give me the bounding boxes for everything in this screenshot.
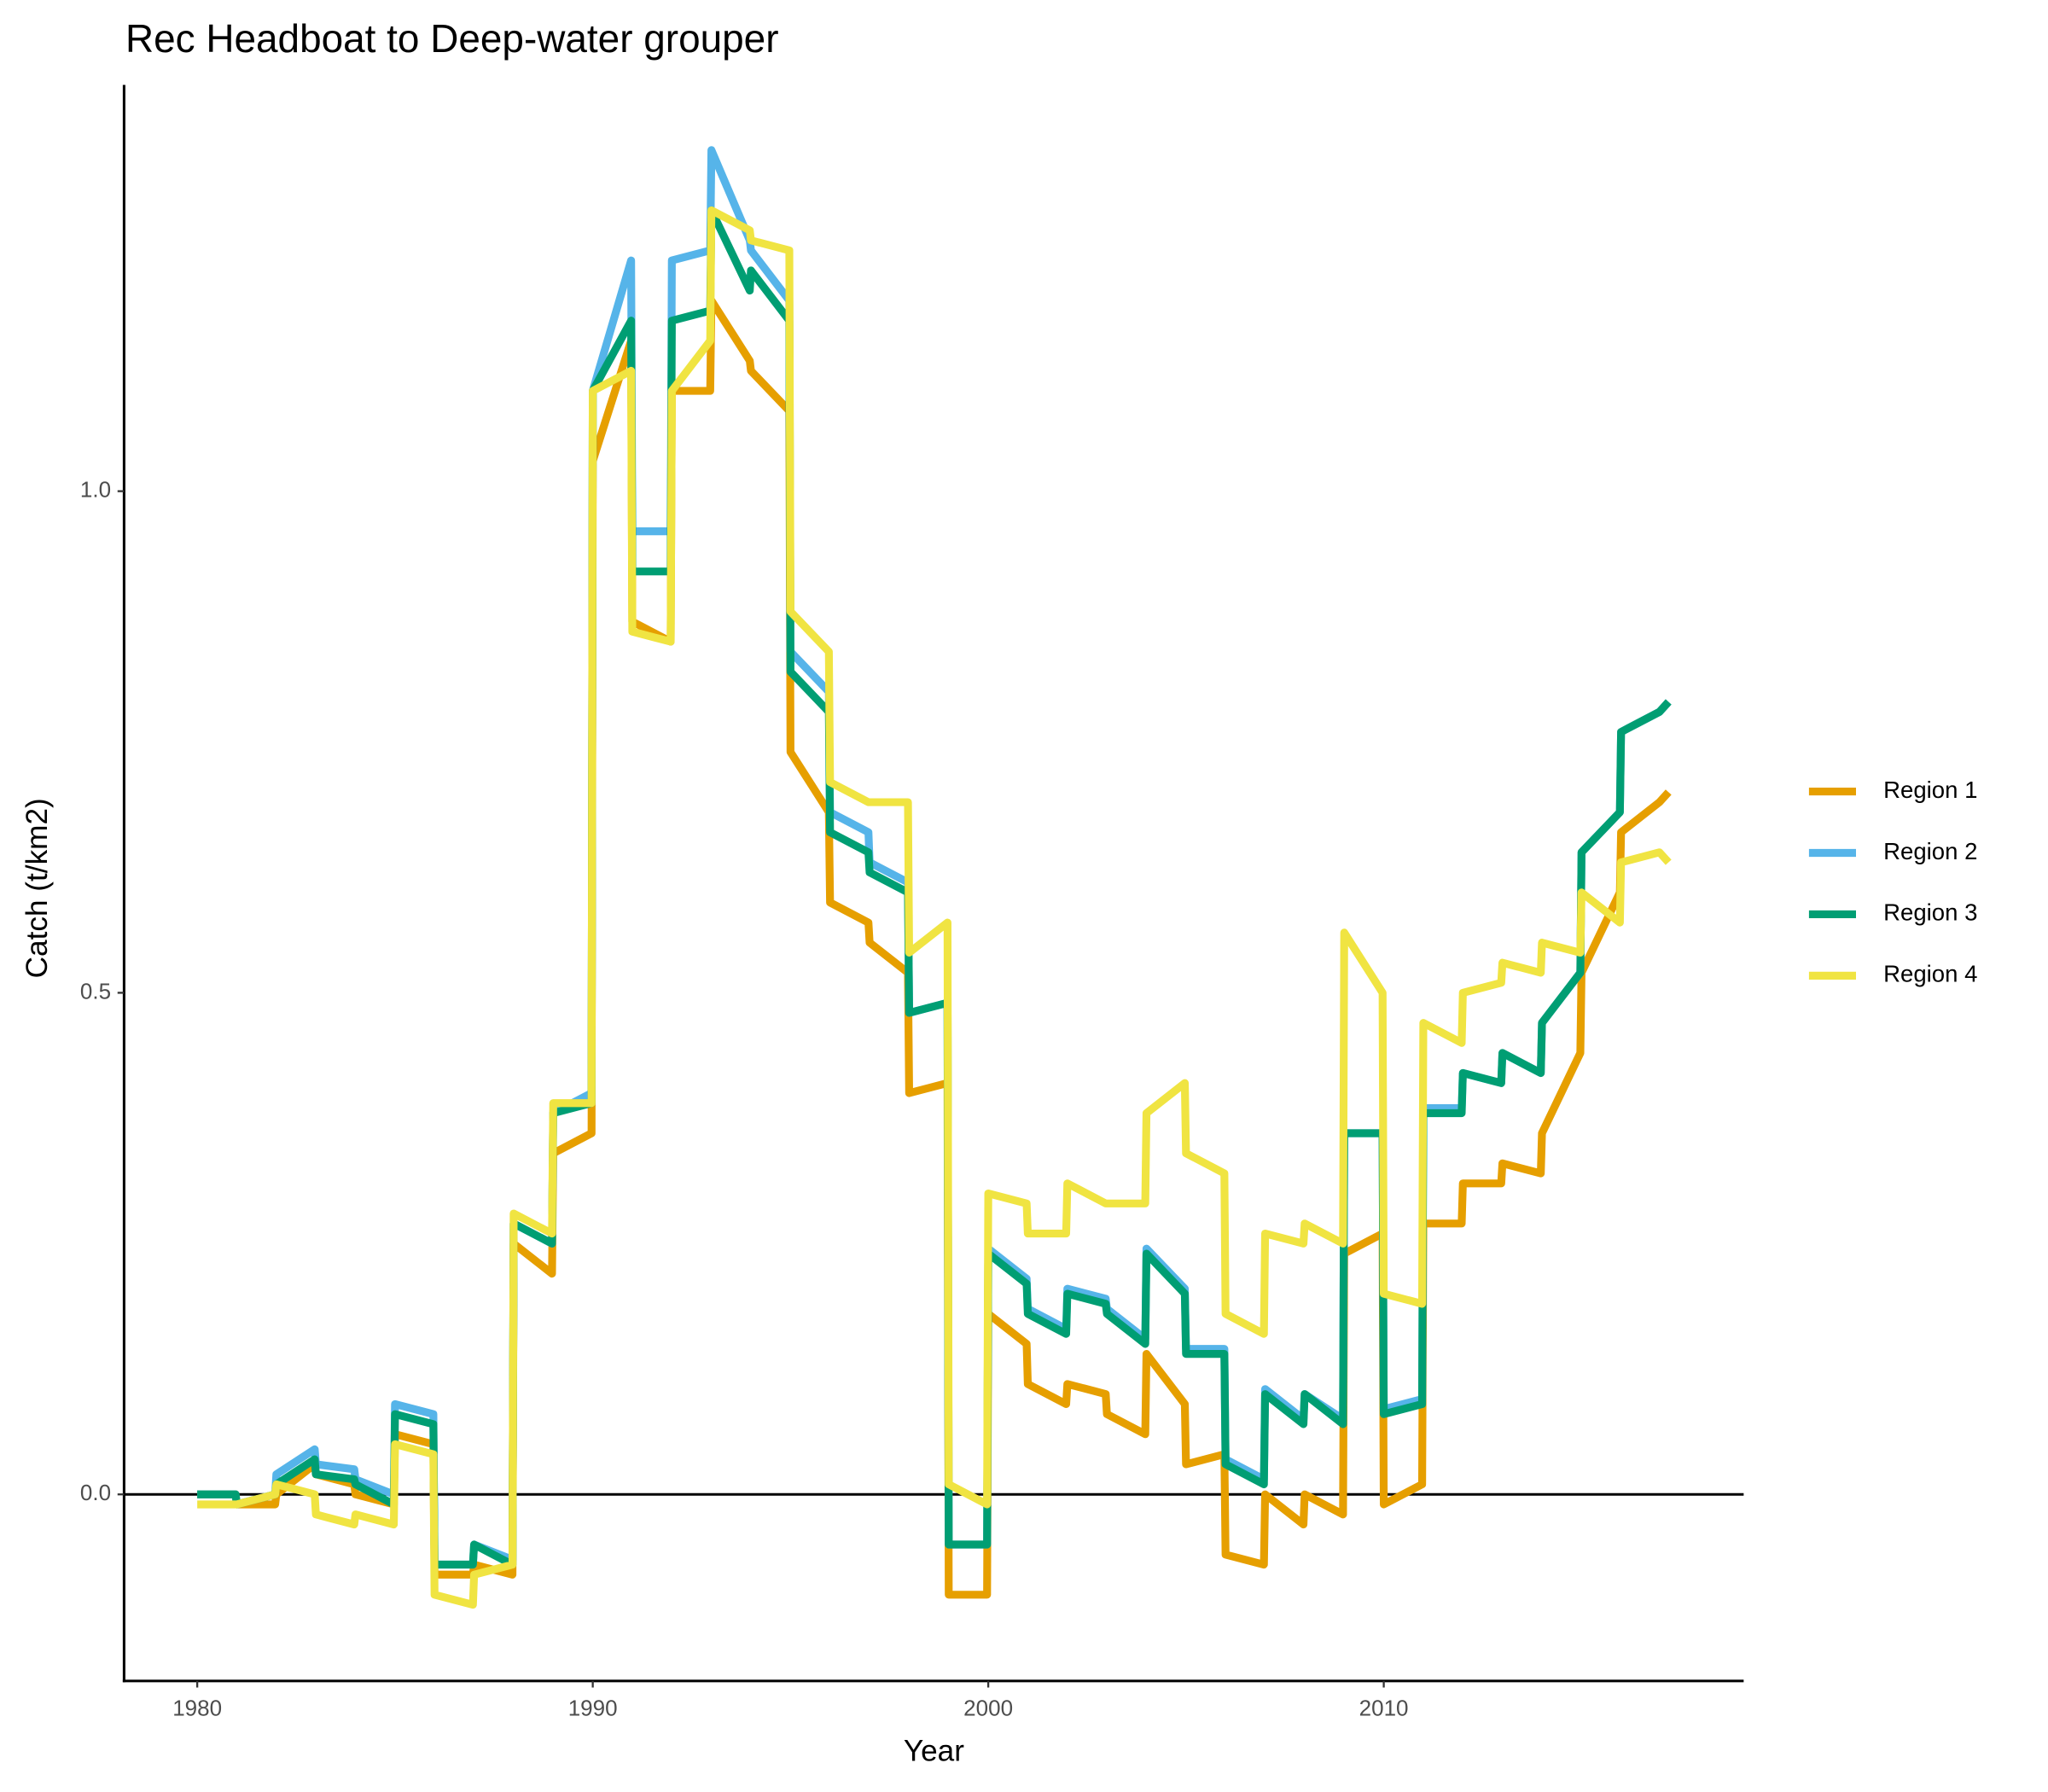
legend-label: Region 2 [1883,838,1977,864]
legend-label: Region 1 [1883,777,1977,803]
series-line [197,206,1672,1609]
y-tick-label: 0.5 [80,978,111,1004]
y-tick-label: 1.0 [80,476,111,502]
legend-label: Region 4 [1883,961,1977,987]
x-tick-label: 2000 [963,1695,1013,1720]
x-tick-label: 1990 [568,1695,618,1720]
chart-title: Rec Headboat to Deep-water grouper [125,16,779,61]
legend-label: Region 3 [1883,899,1977,926]
y-axis-title: Catch (t/km2) [20,798,54,978]
y-tick-label: 0.0 [80,1480,111,1505]
x-axis-title: Year [904,1734,964,1767]
x-tick-label: 1980 [172,1695,222,1720]
x-tick-label: 2010 [1359,1695,1409,1720]
